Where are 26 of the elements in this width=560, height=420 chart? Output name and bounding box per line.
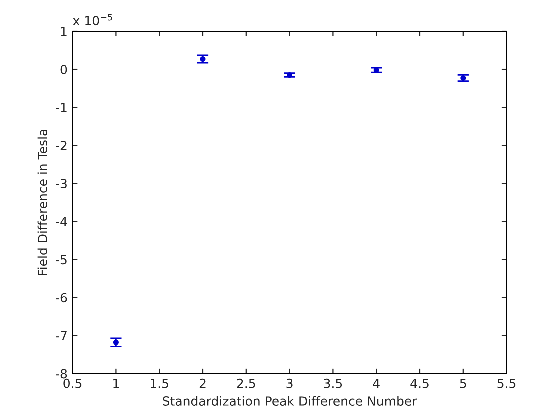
y-tick-label: -8 xyxy=(56,369,68,379)
point xyxy=(287,72,293,78)
y-axis-title: Field Difference in Tesla xyxy=(38,130,48,276)
x-tick-label: 4 xyxy=(373,379,380,388)
y-tick-label: -2 xyxy=(56,141,67,150)
y-tick-label: 0 xyxy=(60,65,68,74)
x-tick-label: 5.5 xyxy=(498,379,516,388)
y-tick-label: -5 xyxy=(56,255,67,265)
x-tick-label: 0.5 xyxy=(64,378,82,388)
y-tick-label: -3 xyxy=(56,179,67,189)
y-tick-label: -4 xyxy=(56,217,68,226)
x-axis-title: Standardization Peak Difference Number xyxy=(163,396,418,406)
x-tick-label: 2.5 xyxy=(237,378,256,388)
text: x 10$^{−5}$ xyxy=(73,14,112,26)
y-tick-label: -6 xyxy=(56,293,68,303)
point xyxy=(113,340,119,346)
y-tick-label: -7 xyxy=(56,331,67,341)
x-tick-label: 1 xyxy=(114,379,120,388)
y-tick-label: 1 xyxy=(61,27,67,36)
y-tick-label: -1 xyxy=(56,103,67,112)
x-tick-label: 1.5 xyxy=(151,379,168,388)
x-tick-label: 3.5 xyxy=(324,378,342,388)
x-tick-label: 2 xyxy=(200,378,206,388)
x-tick-label: 5 xyxy=(460,379,466,388)
x-tick-label: 3 xyxy=(286,378,293,388)
x-tick-label: 4.5 xyxy=(410,379,429,388)
